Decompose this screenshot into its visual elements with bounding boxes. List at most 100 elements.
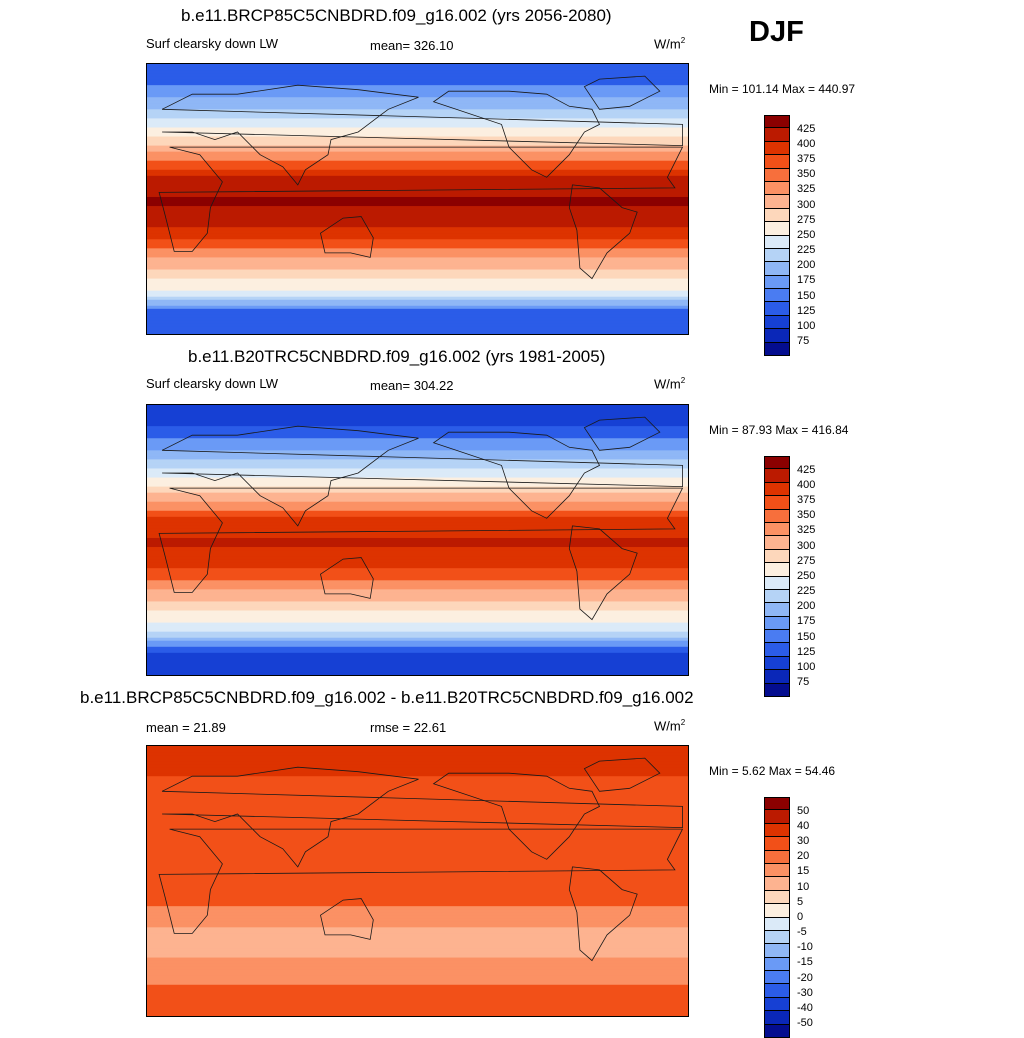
map-band <box>147 915 688 919</box>
map-band <box>147 465 688 470</box>
map-band <box>147 200 688 204</box>
map-band <box>147 568 688 572</box>
map-band <box>147 544 688 548</box>
map-band <box>147 969 688 974</box>
map-band <box>147 761 688 765</box>
colorbar-tick-label: 125 <box>797 645 816 658</box>
map-band <box>147 661 688 666</box>
map-band <box>147 450 688 454</box>
map-band <box>147 329 688 334</box>
map-band <box>147 927 688 931</box>
map-band <box>147 830 688 835</box>
map-band <box>147 495 688 500</box>
colorbar-tick-label: 75 <box>797 676 810 689</box>
map-band <box>147 628 688 633</box>
map-band <box>147 160 688 165</box>
map-band <box>147 525 688 530</box>
map-band <box>147 821 688 826</box>
colorbar-tick-label: 375 <box>797 152 816 165</box>
map-band <box>147 571 688 575</box>
map-band <box>147 266 688 271</box>
map-band <box>147 857 688 862</box>
map-band <box>147 863 688 868</box>
map-band <box>147 91 688 95</box>
colorbar-swatch <box>764 1011 790 1025</box>
map-band <box>147 106 688 110</box>
map-band <box>147 272 688 277</box>
map-band <box>147 308 688 313</box>
map-band <box>147 640 688 645</box>
coastline <box>158 487 684 593</box>
colorbar-swatch <box>764 643 790 657</box>
map-band <box>147 257 688 262</box>
coastline <box>583 757 661 792</box>
colorbar-swatch <box>764 957 790 972</box>
colorbar-tick-label: 100 <box>797 661 816 674</box>
panel2-variable-label: Surf clearsky down LW <box>146 376 278 391</box>
map-band <box>147 516 688 521</box>
colorbar-swatch <box>764 168 790 182</box>
colorbar-tick-label: 350 <box>797 509 816 522</box>
colorbar-swatch <box>764 917 790 931</box>
map-band <box>147 589 688 593</box>
map-band <box>147 537 688 542</box>
map-band <box>147 996 688 1001</box>
panel2-map <box>146 404 689 676</box>
colorbar-swatch <box>764 128 790 142</box>
map-band <box>147 82 688 86</box>
map-band <box>147 67 688 71</box>
colorbar-tick-label: 375 <box>797 493 816 506</box>
map-band <box>147 233 688 237</box>
map-band <box>147 489 688 494</box>
colorbar-swatch <box>764 115 790 129</box>
map-band <box>147 631 688 636</box>
map-band <box>147 121 688 126</box>
map-band <box>147 534 688 539</box>
colorbar-swatch <box>764 603 790 617</box>
colorbar-swatch <box>764 342 790 357</box>
colorbar-swatch <box>764 971 790 985</box>
colorbar-tick-label: 15 <box>797 865 810 878</box>
colorbar-tick-label: 30 <box>797 834 810 847</box>
colorbar-swatch <box>764 850 790 864</box>
map-band <box>147 432 688 436</box>
map-band <box>147 637 688 642</box>
map-band <box>147 444 688 448</box>
map-band <box>147 872 688 877</box>
map-band <box>147 127 688 132</box>
map-band <box>147 429 688 433</box>
coastline <box>320 216 374 258</box>
map-band <box>147 664 688 669</box>
coastline <box>432 90 601 178</box>
colorbar-tick-label: 400 <box>797 478 816 491</box>
panel1-map <box>146 63 689 335</box>
colorbar-tick-label: 325 <box>797 183 816 196</box>
map-band <box>147 435 688 439</box>
map-band <box>147 854 688 859</box>
colorbar-tick-label: 175 <box>797 615 816 628</box>
colorbar-swatch <box>764 456 790 470</box>
map-band <box>147 531 688 536</box>
map-band <box>147 900 688 904</box>
map-band <box>147 921 688 925</box>
coastline <box>583 416 661 451</box>
colorbar-swatch <box>764 683 790 698</box>
panel2-map-svg <box>147 405 688 675</box>
map-band <box>147 987 688 992</box>
colorbar-tick-label: 325 <box>797 524 816 537</box>
map-band <box>147 791 688 795</box>
map-band <box>147 417 688 421</box>
map-band <box>147 888 688 892</box>
map-band <box>147 178 688 183</box>
map-band <box>147 866 688 871</box>
map-band <box>147 528 688 533</box>
map-band <box>147 999 688 1004</box>
map-band <box>147 930 688 934</box>
map-band <box>147 163 688 168</box>
coastline <box>432 431 601 519</box>
map-band <box>147 562 688 566</box>
map-band <box>147 441 688 445</box>
colorbar-swatch <box>764 248 790 263</box>
map-band <box>147 203 688 207</box>
map-band <box>147 459 688 464</box>
